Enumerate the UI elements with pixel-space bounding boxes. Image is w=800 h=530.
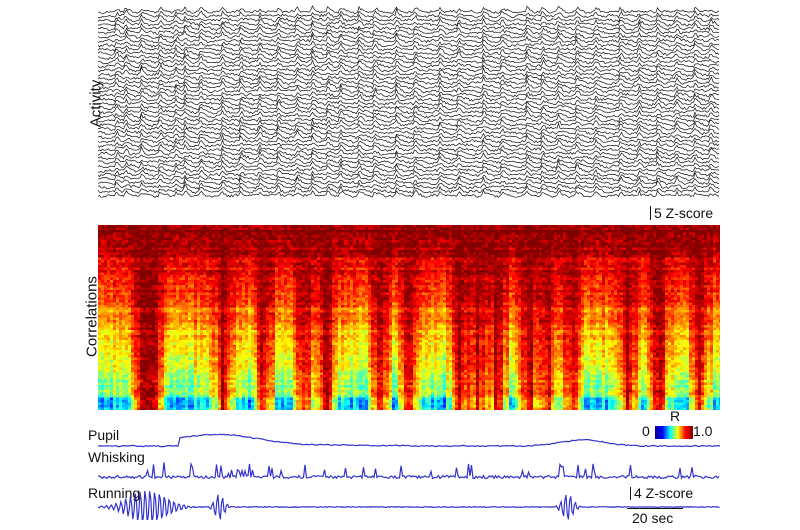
colorbar-min-label: 0 — [642, 423, 650, 439]
activity-traces-plot — [98, 4, 720, 202]
behavior-amplitude-scale-label: 4 Z-score — [634, 485, 694, 501]
behavior-traces-svg — [98, 433, 720, 520]
whisking-label: Whisking — [88, 449, 145, 465]
activity-axis-label: Activity — [87, 79, 105, 128]
activity-scale-bar — [650, 206, 652, 220]
time-scale-label: 20 sec — [632, 510, 674, 526]
activity-traces-svg — [98, 5, 720, 199]
activity-scale-label: 5 Z-score — [654, 205, 714, 221]
correlation-heatmap-svg — [98, 225, 720, 410]
pupil-label: Pupil — [88, 427, 120, 443]
behavior-traces-plot — [98, 425, 720, 520]
correlations-axis-label: Correlations — [83, 276, 101, 357]
time-scale-bar — [627, 508, 683, 510]
colorbar — [655, 426, 693, 439]
correlation-heatmap — [98, 225, 720, 410]
behavior-amplitude-scale-bar — [630, 487, 632, 500]
colorbar-max-label: 1.0 — [693, 423, 713, 439]
running-label: Running — [88, 485, 141, 501]
colorbar-title: R — [670, 408, 681, 424]
